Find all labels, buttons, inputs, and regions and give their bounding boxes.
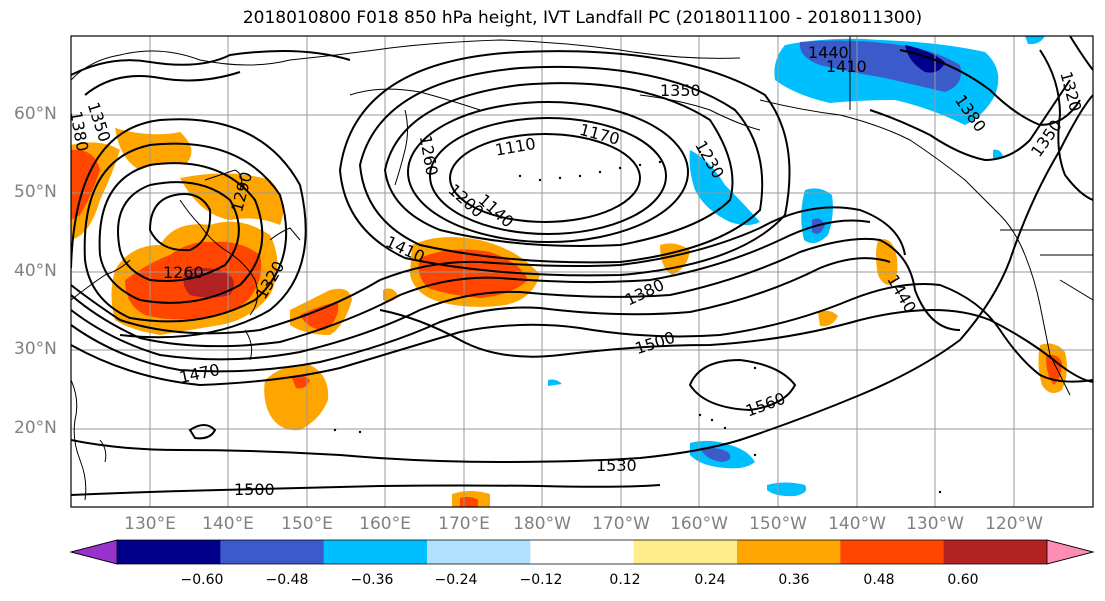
contour-label: 1350 xyxy=(660,81,701,100)
lon-label: 130°E xyxy=(124,514,176,534)
lon-label: 150°W xyxy=(749,514,807,534)
contour-label: 1500 xyxy=(234,480,275,499)
colorbar-tick-label: 0.60 xyxy=(947,572,979,588)
colorbar-segment xyxy=(427,540,531,564)
lon-label: 150°E xyxy=(281,514,333,534)
lon-label: 130°W xyxy=(906,514,964,534)
lat-label: 20°N xyxy=(14,418,57,438)
lon-label: 160°W xyxy=(670,514,728,534)
lon-label: 180°W xyxy=(513,514,571,534)
colorbar-segment xyxy=(323,540,428,564)
colorbar-tick-label: −0.60 xyxy=(180,572,224,588)
colorbar-tick-label: 0.12 xyxy=(609,572,641,588)
colorbar-tick-label: −0.12 xyxy=(519,572,563,588)
lon-label: 140°E xyxy=(202,514,254,534)
lat-label: 30°N xyxy=(14,339,57,359)
contour-label: 1380 xyxy=(66,110,92,153)
colorbar-segment xyxy=(530,540,635,564)
lat-label: 60°N xyxy=(14,104,57,124)
colorbar-outline xyxy=(69,539,1095,565)
colorbar-tick-label: −0.24 xyxy=(434,572,478,588)
coastlines xyxy=(71,36,1093,501)
colorbar-segment xyxy=(220,540,325,564)
colorbar-tick-label: 0.24 xyxy=(694,572,726,588)
colorbar-segment xyxy=(117,540,221,564)
contour-label: 1440 xyxy=(808,43,849,62)
contour-label: 1410 xyxy=(826,57,867,76)
lat-label: 40°N xyxy=(14,261,57,281)
colorbar-right-extension xyxy=(1046,539,1095,565)
height-contours xyxy=(71,36,1093,496)
lon-label: 170°E xyxy=(438,514,490,534)
map-title: 2018010800 F018 850 hPa height, IVT Land… xyxy=(242,8,923,28)
lon-label: 140°W xyxy=(828,514,886,534)
ivt-negative-shading xyxy=(548,36,1045,497)
colorbar-tick-label: −0.36 xyxy=(350,572,394,588)
colorbar-tick-label: 0.36 xyxy=(778,572,810,588)
colorbar-segment xyxy=(943,540,1048,564)
map-frame xyxy=(70,35,1094,508)
lon-label: 160°E xyxy=(359,514,411,534)
lon-label: 120°W xyxy=(985,514,1043,534)
colorbar xyxy=(69,539,1095,565)
colorbar-segment xyxy=(633,540,738,564)
colorbar-segment xyxy=(840,540,945,564)
colorbar-left-extension xyxy=(69,539,118,565)
contour-label: 1530 xyxy=(596,456,637,475)
contour-label: 1260 xyxy=(163,263,204,282)
colorbar-segment xyxy=(737,540,841,564)
lat-label: 50°N xyxy=(14,182,57,202)
colorbar-tick-label: 0.48 xyxy=(863,572,895,588)
lon-label: 170°W xyxy=(592,514,650,534)
colorbar-tick-label: −0.48 xyxy=(265,572,309,588)
